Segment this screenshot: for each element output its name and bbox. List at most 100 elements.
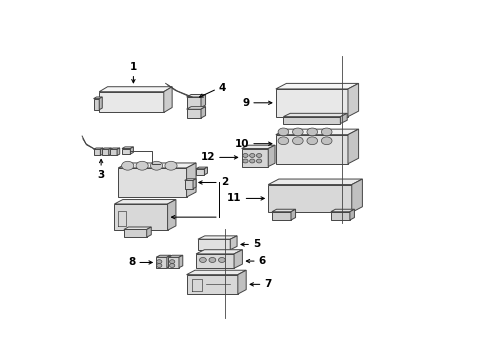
Text: 6: 6	[259, 256, 266, 266]
Polygon shape	[242, 145, 275, 149]
Polygon shape	[117, 148, 120, 156]
Polygon shape	[230, 236, 237, 250]
Polygon shape	[185, 179, 196, 180]
Polygon shape	[196, 254, 234, 268]
Text: 11: 11	[227, 193, 242, 203]
Polygon shape	[348, 84, 359, 117]
Polygon shape	[169, 257, 179, 268]
Polygon shape	[156, 257, 167, 268]
Polygon shape	[268, 179, 363, 185]
Polygon shape	[118, 168, 187, 197]
Circle shape	[165, 161, 177, 170]
Circle shape	[157, 260, 162, 264]
Circle shape	[199, 257, 206, 262]
Polygon shape	[204, 167, 207, 175]
Polygon shape	[110, 149, 117, 156]
Polygon shape	[122, 147, 133, 149]
Polygon shape	[164, 87, 172, 112]
Circle shape	[170, 264, 175, 267]
Polygon shape	[187, 94, 206, 97]
Text: 2: 2	[220, 177, 228, 188]
Circle shape	[157, 264, 162, 267]
Polygon shape	[110, 148, 120, 149]
Polygon shape	[147, 227, 151, 237]
Polygon shape	[234, 250, 243, 268]
Polygon shape	[196, 169, 204, 175]
Polygon shape	[124, 227, 151, 229]
Polygon shape	[268, 185, 352, 212]
Polygon shape	[276, 84, 359, 89]
Polygon shape	[341, 113, 347, 123]
Circle shape	[243, 159, 248, 163]
Polygon shape	[283, 117, 341, 123]
Polygon shape	[268, 145, 275, 167]
Text: 8: 8	[128, 257, 135, 267]
Polygon shape	[187, 270, 246, 275]
Polygon shape	[185, 180, 193, 189]
Polygon shape	[100, 148, 103, 156]
Polygon shape	[331, 209, 354, 212]
Polygon shape	[276, 89, 348, 117]
Polygon shape	[193, 179, 196, 189]
Polygon shape	[187, 107, 206, 109]
Circle shape	[307, 137, 318, 145]
Text: 4: 4	[219, 83, 226, 93]
Polygon shape	[272, 212, 291, 220]
Polygon shape	[156, 255, 171, 257]
Circle shape	[321, 128, 332, 136]
Circle shape	[122, 161, 134, 170]
Circle shape	[278, 137, 289, 145]
Polygon shape	[102, 149, 109, 156]
Polygon shape	[179, 255, 183, 268]
Polygon shape	[348, 129, 359, 164]
Polygon shape	[187, 109, 201, 118]
Text: 12: 12	[200, 152, 215, 162]
Circle shape	[321, 137, 332, 145]
Circle shape	[170, 260, 175, 264]
Polygon shape	[94, 99, 99, 110]
Polygon shape	[118, 163, 196, 168]
Circle shape	[209, 257, 216, 262]
Polygon shape	[272, 209, 295, 212]
Polygon shape	[130, 147, 133, 154]
Polygon shape	[238, 270, 246, 294]
Polygon shape	[168, 199, 176, 230]
Circle shape	[219, 257, 225, 262]
Polygon shape	[352, 179, 363, 212]
Text: 5: 5	[253, 239, 260, 249]
Polygon shape	[124, 229, 147, 237]
Circle shape	[249, 159, 255, 163]
Polygon shape	[99, 92, 164, 112]
Polygon shape	[196, 167, 207, 169]
Text: 1: 1	[130, 62, 137, 72]
Polygon shape	[242, 149, 268, 167]
Polygon shape	[283, 113, 347, 117]
Text: 9: 9	[242, 98, 249, 108]
Text: 3: 3	[98, 170, 105, 180]
Polygon shape	[94, 148, 103, 149]
Polygon shape	[99, 97, 102, 110]
Polygon shape	[187, 163, 196, 197]
Circle shape	[307, 128, 318, 136]
Polygon shape	[94, 97, 102, 99]
Text: 10: 10	[235, 139, 249, 149]
Polygon shape	[187, 97, 201, 108]
Polygon shape	[115, 204, 168, 230]
Polygon shape	[291, 209, 295, 220]
Circle shape	[256, 153, 262, 157]
Polygon shape	[115, 199, 176, 204]
Circle shape	[293, 128, 303, 136]
Polygon shape	[276, 129, 359, 135]
Polygon shape	[196, 250, 243, 254]
Circle shape	[243, 153, 248, 157]
Polygon shape	[187, 275, 238, 294]
Polygon shape	[201, 107, 206, 118]
Polygon shape	[350, 209, 354, 220]
Polygon shape	[198, 239, 230, 250]
Polygon shape	[99, 87, 172, 92]
Circle shape	[256, 159, 262, 163]
Polygon shape	[331, 212, 350, 220]
Polygon shape	[109, 148, 111, 156]
Circle shape	[150, 161, 163, 170]
Polygon shape	[94, 149, 100, 156]
